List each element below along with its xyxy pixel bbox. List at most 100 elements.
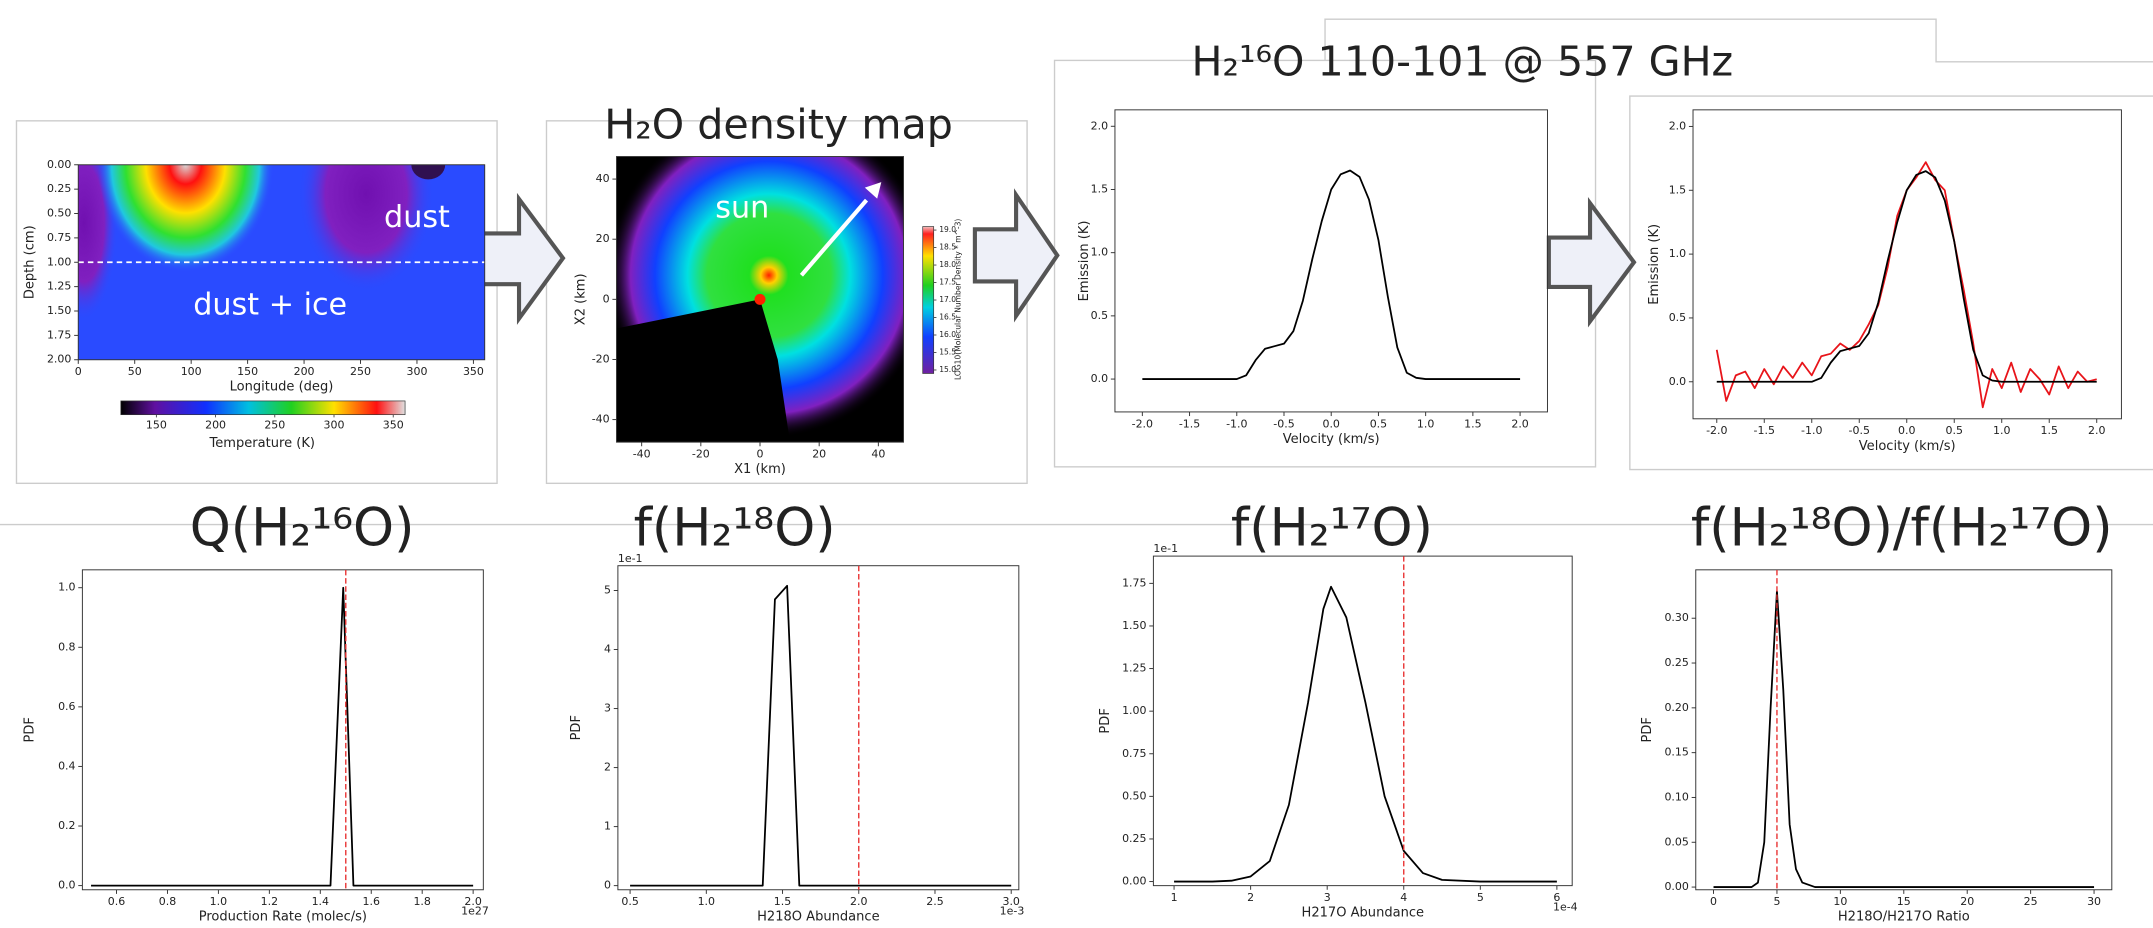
- plot-frame: [1114, 109, 1548, 413]
- x-tick-label: 250: [350, 365, 371, 378]
- x-tick-label: 50: [128, 365, 142, 378]
- y-tick-label: 0.0: [58, 879, 75, 892]
- y-tick-label: 0.15: [1664, 746, 1688, 759]
- y-tick-label: 0.00: [47, 158, 71, 171]
- y-tick-label: 4: [604, 643, 611, 656]
- plot-frame: [617, 565, 1020, 891]
- chart-title: H₂¹⁶O 110-101 @ 557 GHz: [1191, 38, 1733, 86]
- colorbar-tick-label: 16.0: [939, 330, 956, 339]
- plot-area: [630, 565, 1012, 890]
- colorbar-tick-label: 300: [324, 419, 345, 432]
- y-tick-label: 40: [596, 172, 610, 185]
- x-axis-label: X1 (km): [734, 462, 786, 477]
- sun-arrow-head: [864, 182, 882, 199]
- y-tick-label: 1.50: [1122, 619, 1146, 632]
- y-tick-label: 0.00: [1122, 875, 1146, 888]
- chart-title: f(H₂¹⁸O)/f(H₂¹⁷O): [1691, 498, 2113, 558]
- y-tick-label: 1.25: [47, 280, 71, 293]
- colorbar-tick-label: 150: [146, 419, 167, 432]
- x-tick-label: 0: [75, 365, 82, 378]
- y-tick-label: 1: [604, 820, 611, 833]
- y-axis-label: Emission (K): [1077, 220, 1092, 301]
- plot-area: [1715, 161, 2097, 409]
- x-tick-label: -2.0: [1132, 417, 1153, 430]
- y-offset-label: 1e-1: [1153, 542, 1178, 555]
- annotation: dust + ice: [193, 288, 347, 323]
- x-axis-label: H217O Abundance: [1302, 906, 1424, 921]
- y-tick-label: 1.5: [1669, 183, 1686, 196]
- heatmap-field: [616, 299, 790, 443]
- x-tick-label: -20: [692, 447, 710, 460]
- x-tick-label: 1.0: [1417, 417, 1434, 430]
- y-tick-label: 2.0: [1669, 119, 1686, 132]
- plot-frame: [1695, 569, 2113, 891]
- x-tick-label: 1.4: [312, 895, 329, 908]
- y-axis-label: PDF: [23, 717, 38, 742]
- x-tick-label: 0.5: [1946, 424, 1963, 437]
- plot-area: dust dust + ice: [78, 164, 485, 360]
- colorbar-label: LOG10(Molecular Number Density * m^-3): [953, 219, 962, 380]
- colorbar-label: Temperature (K): [209, 436, 315, 451]
- colorbar-tick-label: 17.5: [939, 278, 956, 287]
- y-tick-label: 0.10: [1664, 790, 1688, 803]
- y-tick-label: 0.5: [1669, 311, 1686, 324]
- y-tick-label: 0.25: [47, 182, 71, 195]
- x-tick-label: 0.5: [621, 895, 638, 908]
- colorbar-tick-label: 15.5: [939, 347, 956, 356]
- y-offset-label: 1e-1: [618, 552, 643, 565]
- y-tick-label: 2.00: [47, 353, 71, 366]
- heatmap-field: [97, 164, 274, 272]
- x-tick-label: 100: [181, 365, 202, 378]
- y-tick-label: 0.8: [58, 640, 75, 653]
- x-tick-label: 1.2: [261, 895, 278, 908]
- y-tick-label: 0: [604, 879, 611, 892]
- x-tick-label: 1.0: [210, 895, 227, 908]
- x-tick-label: 2.0: [2088, 424, 2105, 437]
- x-tick-label: 4: [1400, 891, 1407, 904]
- y-tick-label: -40: [592, 413, 610, 426]
- y-tick-label: 0.5: [1091, 309, 1108, 322]
- y-tick-label: 2: [604, 761, 611, 774]
- y-tick-label: 0.75: [47, 231, 71, 244]
- x-tick-label: 300: [406, 365, 427, 378]
- chart-title: H₂O density map: [604, 101, 953, 149]
- y-axis-label: PDF: [1640, 717, 1655, 742]
- data-line: [1715, 161, 2097, 409]
- x-tick-label: 1: [1171, 891, 1178, 904]
- y-axis-label: PDF: [569, 715, 584, 740]
- plot-area: [1713, 569, 2095, 890]
- panel-box: [15, 120, 498, 485]
- x-axis-label: H218O/H217O Ratio: [1838, 910, 1970, 925]
- x-tick-label: -1.0: [1226, 417, 1247, 430]
- x-tick-label: 15: [1897, 895, 1911, 908]
- x-tick-label: 2: [1247, 891, 1254, 904]
- x-tick-label: 1.0: [1993, 424, 2010, 437]
- x-tick-label: 1.6: [363, 895, 380, 908]
- y-tick-label: 1.75: [1122, 576, 1146, 589]
- plot-area: [1174, 556, 1557, 886]
- y-axis-label: X2 (km): [573, 273, 588, 325]
- y-tick-label: 0.0: [1669, 375, 1686, 388]
- y-tick-label: 0.05: [1664, 835, 1688, 848]
- x-tick-label: 30: [2087, 895, 2101, 908]
- y-tick-label: 2.0: [1091, 119, 1108, 132]
- y-tick-label: 0.50: [1122, 789, 1146, 802]
- x-tick-label: 1.5: [774, 895, 791, 908]
- x-tick-label: -1.5: [1179, 417, 1200, 430]
- x-tick-label: 3.0: [1002, 895, 1019, 908]
- x-tick-label: 25: [2024, 895, 2038, 908]
- heatmap-field: [411, 164, 446, 180]
- plot-area: [1142, 169, 1521, 380]
- data-line: [1174, 585, 1557, 883]
- x-tick-label: 1.0: [698, 895, 715, 908]
- y-tick-label: 1.0: [58, 581, 75, 594]
- annotation: sun: [715, 191, 769, 226]
- y-tick-label: 0.0: [1091, 372, 1108, 385]
- colorbar-tick-label: 350: [383, 419, 404, 432]
- y-axis-label: Depth (cm): [23, 225, 38, 299]
- sun-arrow: [799, 198, 869, 277]
- y-tick-label: 0.20: [1664, 701, 1688, 714]
- x-axis-label: Velocity (km/s): [1859, 439, 1956, 454]
- chart-title: Q(H₂¹⁶O): [190, 498, 415, 558]
